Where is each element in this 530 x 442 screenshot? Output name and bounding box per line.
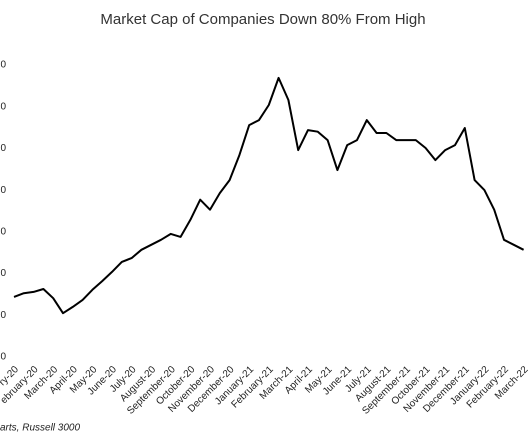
y-tick-label: 0 [0, 143, 6, 154]
line-series [13, 76, 525, 315]
y-tick-label: 0 [0, 101, 6, 112]
y-tick-label: 0 [0, 60, 6, 71]
y-tick-label: 0 [0, 352, 6, 363]
chart-title: Market Cap of Companies Down 80% From Hi… [100, 11, 425, 28]
y-tick-label: 0 [0, 268, 6, 279]
y-tick-label: 0 [0, 226, 6, 237]
y-tick-label: 0 [0, 310, 6, 321]
y-tick-label: 0 [0, 185, 6, 196]
source-note: arts, Russell 3000 [0, 423, 80, 434]
